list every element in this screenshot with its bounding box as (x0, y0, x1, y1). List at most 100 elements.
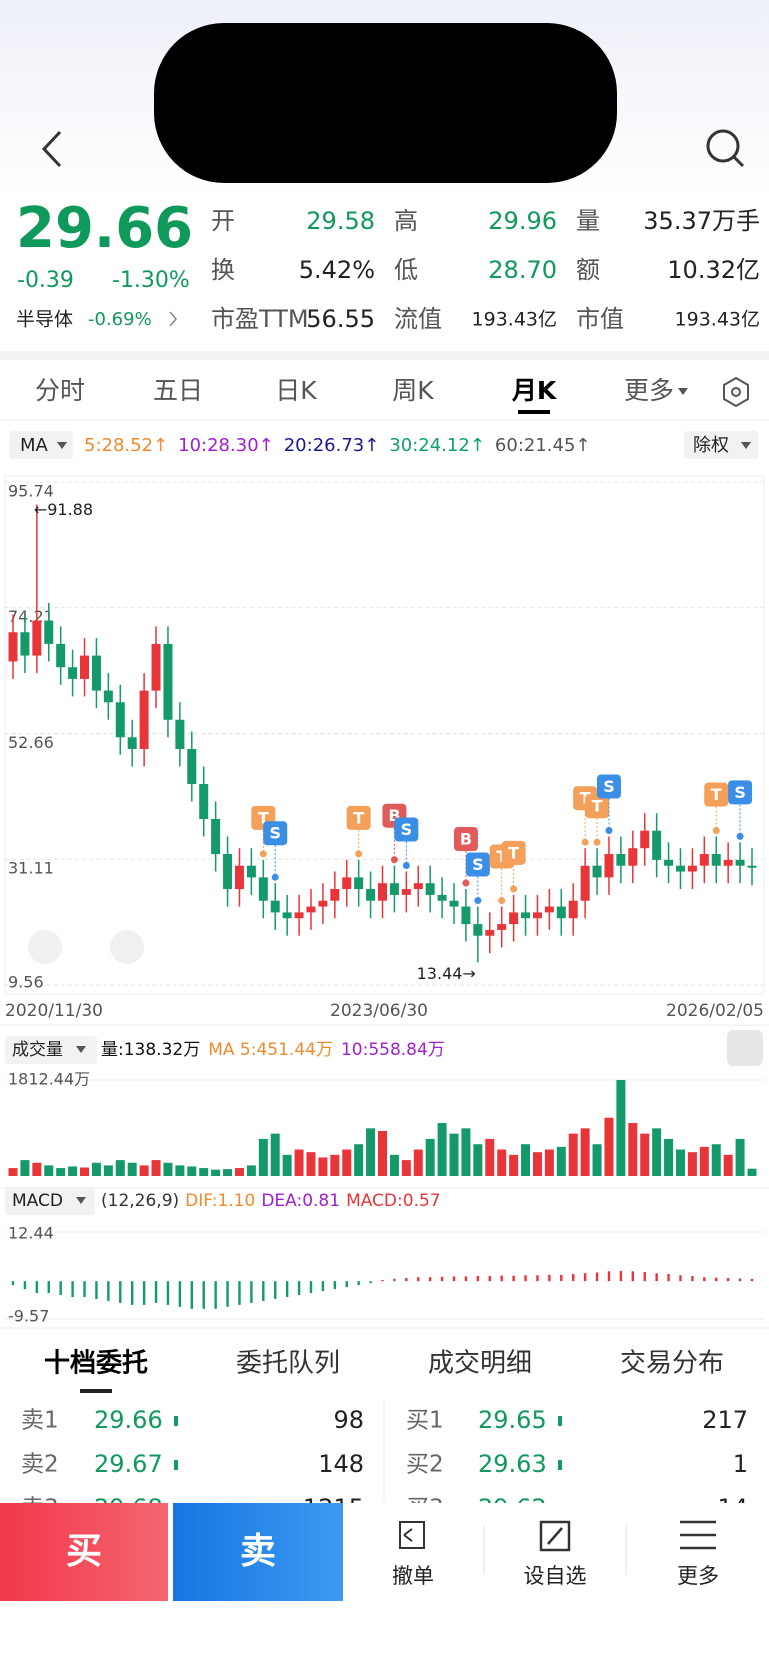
candle-body (413, 883, 423, 890)
candle-body (687, 865, 697, 872)
tab[interactable]: 分时 (35, 376, 85, 405)
vol-legend: 10:558.84万 (341, 1040, 445, 1060)
y-tick-label: 31.11 (8, 859, 54, 878)
tab[interactable]: 周K (392, 376, 434, 405)
order-tab[interactable]: 委托队列 (236, 1349, 340, 1379)
candle-body (449, 900, 459, 907)
tab[interactable]: 日K (275, 376, 317, 405)
volume-bar (318, 1157, 328, 1176)
macd-params: (12,26,9) (101, 1191, 179, 1211)
sell-label[interactable]: 卖 (240, 1531, 276, 1572)
stat-value: 35.37万手 (643, 207, 760, 235)
order-tab[interactable]: 交易分布 (620, 1349, 724, 1379)
fullscreen-button[interactable] (110, 930, 144, 964)
collapse-button[interactable] (727, 1030, 763, 1066)
marker-dot (259, 850, 267, 858)
macd-legend: MACD:0.57 (346, 1191, 441, 1211)
macd-bar (512, 1275, 515, 1282)
candle-body (473, 924, 483, 936)
candle-body (68, 667, 78, 679)
marker-label: S (269, 824, 281, 843)
search-button[interactable] (706, 129, 745, 168)
candle-body (103, 690, 113, 703)
ma-item: 5:28.52↑ (84, 435, 168, 456)
high-annotation: ←91.88 (34, 500, 93, 519)
volume-bar (115, 1160, 125, 1176)
y-tick-label: 74.21 (8, 607, 54, 626)
macd-bar (393, 1278, 396, 1282)
candle-body (20, 632, 30, 656)
marker-dot (510, 885, 518, 893)
y-tick-label: 9.56 (8, 973, 44, 992)
adjust-select[interactable] (684, 431, 758, 459)
volume-bar (68, 1166, 78, 1176)
order-tab[interactable]: 十档委托 (44, 1349, 148, 1379)
sell-button[interactable] (173, 1503, 343, 1601)
volume-bar (675, 1149, 685, 1176)
vol-label: 成交量 (12, 1040, 63, 1060)
low-annotation: 13.44→ (417, 964, 476, 983)
order-price: 29.67 (94, 1450, 163, 1478)
macd-bar (655, 1273, 658, 1282)
candle-body (628, 848, 638, 866)
candle-body (497, 924, 507, 930)
macd-bar (405, 1278, 408, 1282)
order-qty-bar (558, 1416, 562, 1426)
candle-body (747, 865, 757, 868)
candle-body (44, 620, 54, 644)
order-level: 卖1 (21, 1408, 59, 1434)
volume-bar (664, 1138, 674, 1176)
macd-bar (631, 1271, 635, 1282)
macd-bar (440, 1276, 444, 1282)
trade-marker (465, 852, 490, 877)
trade-marker (596, 774, 621, 799)
order-tab[interactable]: 成交明细 (428, 1349, 532, 1379)
macd-bar (381, 1279, 384, 1282)
candle-body (461, 906, 471, 925)
ma-select[interactable] (9, 431, 73, 459)
y-tick-label: 95.74 (8, 482, 54, 501)
tab[interactable]: 更多 (624, 376, 674, 405)
candle-body (127, 737, 137, 749)
volume-bar (223, 1169, 233, 1176)
volume-bar (747, 1168, 757, 1176)
volume-bar (366, 1128, 376, 1176)
macd-bar (226, 1281, 229, 1307)
ma-item: 20:26.73↑ (284, 435, 380, 456)
order-price: 29.66 (94, 1406, 163, 1434)
more-label[interactable]: 更多 (677, 1564, 719, 1588)
volume-bar (175, 1165, 185, 1176)
dropdown (678, 388, 688, 395)
stat-value: 28.70 (488, 256, 557, 284)
trade-marker (263, 821, 288, 846)
macd-bar (262, 1281, 265, 1301)
marker-dot (581, 838, 589, 846)
candle-body (91, 655, 101, 691)
candle-body (306, 906, 316, 913)
candle-body (509, 912, 519, 925)
macd-select[interactable] (5, 1187, 95, 1215)
tab[interactable]: 月K (511, 376, 558, 405)
watch-label[interactable]: 设自选 (524, 1564, 587, 1588)
marker-dot (402, 862, 410, 870)
macd-bar (417, 1277, 420, 1282)
marker-label: B (460, 830, 472, 849)
stat-label: 量 (576, 207, 600, 235)
order-qty: 1 (733, 1450, 748, 1478)
volume-bar (270, 1133, 280, 1176)
back-button[interactable] (41, 130, 62, 168)
macd-bar (500, 1275, 503, 1282)
vol-select[interactable] (5, 1036, 97, 1064)
expand-button[interactable] (28, 930, 62, 964)
settings-icon[interactable] (723, 376, 749, 408)
macd-bar (595, 1272, 599, 1282)
tab[interactable]: 五日 (153, 376, 203, 405)
volume-bar (187, 1166, 197, 1176)
macd-bar (333, 1281, 337, 1290)
cancel-label[interactable]: 撤单 (392, 1564, 434, 1588)
candle-body (521, 912, 531, 919)
buy-label[interactable]: 买 (66, 1531, 102, 1572)
volume-bar (616, 1080, 626, 1176)
candle-body (8, 632, 18, 662)
buy-button[interactable] (0, 1503, 168, 1601)
